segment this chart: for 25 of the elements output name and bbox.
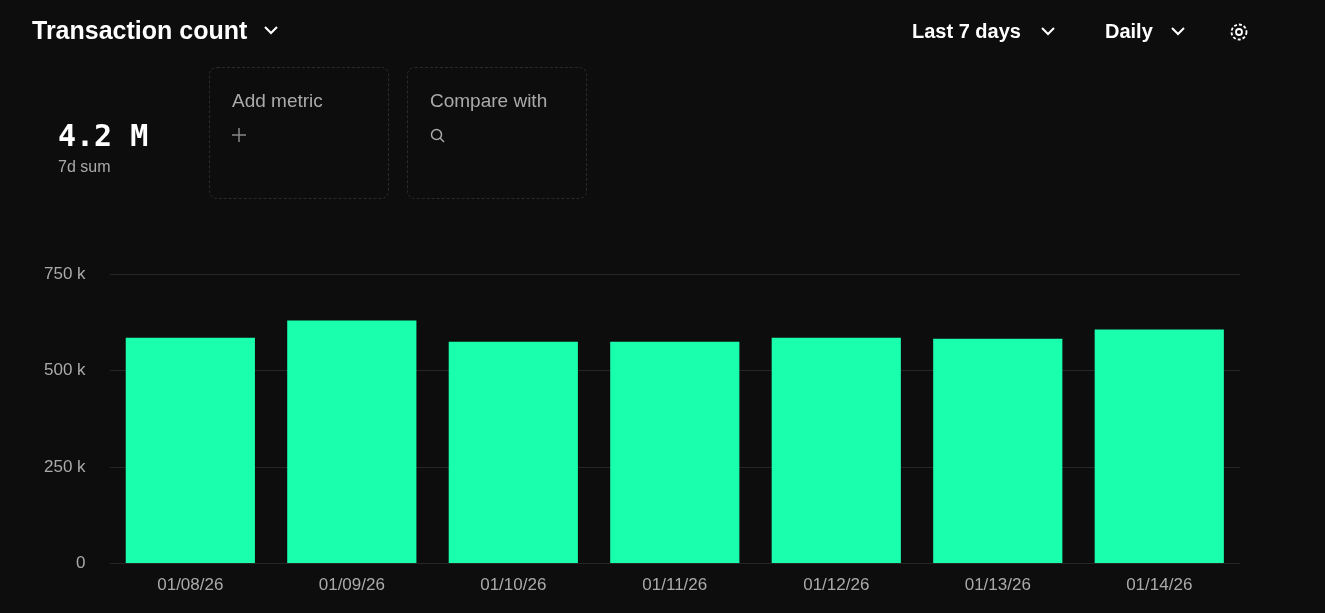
text: Compare with bbox=[430, 90, 548, 112]
text: Daily bbox=[1105, 20, 1153, 43]
bar bbox=[448, 341, 578, 564]
y-tick-label: 0 bbox=[76, 553, 86, 573]
chart-title: Transaction count bbox=[32, 16, 248, 45]
y-tick-label: 250 k bbox=[43, 456, 87, 476]
x-tick-label: 01/12/26 bbox=[803, 575, 870, 595]
bar bbox=[125, 337, 255, 564]
x-tick-label: 01/14/26 bbox=[1126, 575, 1193, 595]
x-tick-label: 01/10/26 bbox=[480, 575, 547, 595]
text: Last 7 days bbox=[912, 20, 1021, 43]
bar bbox=[933, 338, 1063, 564]
bar bbox=[771, 337, 901, 564]
bar bbox=[610, 341, 740, 564]
x-tick-label: 01/08/26 bbox=[157, 575, 224, 595]
text: 4.2 M bbox=[58, 118, 149, 153]
text: 7d sum bbox=[58, 158, 111, 176]
y-tick-label: 750 k bbox=[43, 263, 87, 283]
x-tick-label: 01/13/26 bbox=[964, 575, 1031, 595]
bar bbox=[287, 320, 417, 564]
bar bbox=[1094, 329, 1224, 564]
x-tick-label: 01/11/26 bbox=[642, 575, 708, 595]
y-tick-label: 500 k bbox=[43, 360, 87, 380]
text: Add metric bbox=[232, 90, 323, 112]
x-tick-label: 01/09/26 bbox=[318, 575, 385, 595]
